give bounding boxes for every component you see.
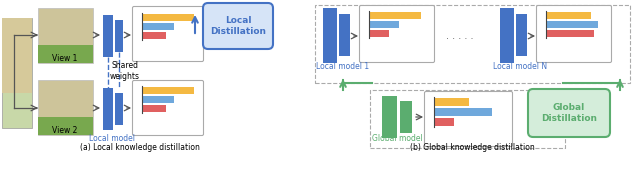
FancyBboxPatch shape [536, 6, 611, 63]
Bar [38, 117, 93, 135]
Bar [115, 93, 123, 125]
Bar [2, 18, 32, 128]
Bar [323, 8, 337, 63]
Bar [400, 101, 412, 133]
FancyBboxPatch shape [528, 89, 610, 137]
Bar [434, 118, 454, 126]
Bar [434, 108, 492, 116]
Bar [38, 80, 93, 135]
Text: Local model N: Local model N [493, 62, 547, 71]
FancyBboxPatch shape [360, 6, 435, 63]
Bar [142, 32, 166, 39]
Bar [546, 12, 591, 19]
Bar [370, 90, 565, 148]
Bar [500, 8, 514, 63]
Bar [369, 30, 389, 37]
Text: Local
Distillation: Local Distillation [210, 16, 266, 36]
FancyBboxPatch shape [203, 3, 273, 49]
FancyBboxPatch shape [132, 6, 204, 62]
Text: (a) Local knowledge distillation: (a) Local knowledge distillation [80, 143, 200, 152]
Bar [142, 87, 194, 94]
Bar [103, 15, 113, 57]
Bar [142, 23, 174, 30]
Bar [38, 45, 93, 63]
Bar [142, 105, 166, 112]
Bar [115, 20, 123, 52]
Bar [142, 96, 174, 103]
FancyBboxPatch shape [132, 81, 204, 135]
Text: (b) Global knowledge distillation: (b) Global knowledge distillation [410, 143, 534, 152]
Bar [142, 14, 194, 21]
Bar [369, 21, 399, 28]
Bar [434, 98, 469, 106]
Bar [546, 30, 594, 37]
Bar [315, 5, 630, 83]
Text: Global model: Global model [372, 134, 422, 143]
Text: Local model 1: Local model 1 [316, 62, 369, 71]
Bar [546, 21, 598, 28]
Text: View 2: View 2 [52, 126, 77, 135]
Text: View 1: View 1 [52, 54, 77, 63]
Text: Local model: Local model [89, 134, 135, 143]
Bar [103, 88, 113, 130]
Bar [382, 96, 397, 138]
Bar [38, 8, 93, 63]
FancyBboxPatch shape [424, 92, 513, 146]
Bar [339, 14, 350, 56]
Text: . . . . .: . . . . . [446, 31, 474, 41]
Text: Global
Distillation: Global Distillation [541, 103, 597, 123]
Text: Shared
weights: Shared weights [110, 61, 140, 81]
Bar [369, 12, 421, 19]
Bar [2, 18, 32, 93]
Bar [516, 14, 527, 56]
